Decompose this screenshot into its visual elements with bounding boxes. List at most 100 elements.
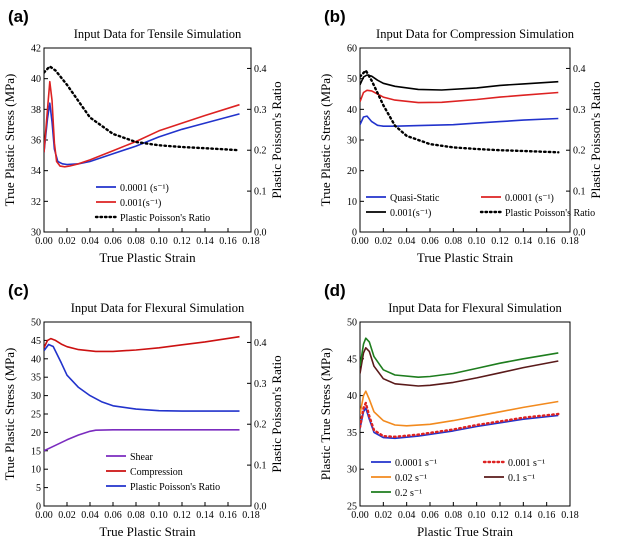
x-tick-label: 0.02 xyxy=(58,236,76,247)
y-tick-label: 40 xyxy=(31,74,41,85)
x-axis-label: True Plastic Strain xyxy=(417,250,514,265)
panel-c: (c) Input Data for Flexural Simulation 0.0… xyxy=(2,281,284,539)
x-tick-label: 0.16 xyxy=(538,510,556,521)
x-tick-label: 0.16 xyxy=(219,236,237,247)
y2-axis-label: Plastic Poisson's Ratio xyxy=(269,81,284,198)
series-line-0-0001-s- xyxy=(360,89,559,104)
series-line-0-001-s- xyxy=(360,74,559,91)
y-tick-label: 20 xyxy=(347,166,357,177)
x-tick-label: 0.16 xyxy=(219,510,237,521)
legend-label: 0.001(s⁻¹) xyxy=(120,198,161,209)
x-tick-label: 0.00 xyxy=(351,510,369,521)
x-tick-label: 0.02 xyxy=(375,236,393,247)
series-line-0-001-s- xyxy=(360,401,560,438)
x-tick-label: 0.12 xyxy=(491,236,509,247)
y-tick-label: 50 xyxy=(347,318,357,329)
y-tick-label: 40 xyxy=(347,391,357,402)
legend-label: 0.001 s⁻¹ xyxy=(508,458,545,469)
x-tick-label: 0.14 xyxy=(196,510,214,521)
chart-title: Input Data for Flexural Simulation xyxy=(71,301,245,315)
y2-tick-label: 0.2 xyxy=(573,146,586,157)
series-line-plastic-poisson-s-ratio xyxy=(44,65,241,152)
x-tick-label: 0.04 xyxy=(398,236,416,247)
chart-title: Input Data for Flexural Simulation xyxy=(388,301,562,315)
x-tick-label: 0.06 xyxy=(421,236,439,247)
y2-tick-label: 0.3 xyxy=(254,379,267,390)
y2-tick-label: 0.0 xyxy=(573,228,586,239)
x-tick-label: 0.10 xyxy=(468,236,486,247)
x-tick-label: 0.00 xyxy=(35,236,53,247)
x-tick-label: 0.10 xyxy=(468,510,486,521)
plot-frame xyxy=(359,47,571,233)
y2-tick-label: 0.1 xyxy=(254,461,267,472)
x-tick-label: 0.10 xyxy=(150,510,168,521)
y-tick-label: 0 xyxy=(352,228,357,239)
y2-tick-label: 0.4 xyxy=(254,64,267,75)
y-tick-label: 30 xyxy=(347,136,357,147)
y-tick-label: 34 xyxy=(31,166,41,177)
legend-label: Compression xyxy=(130,467,183,478)
series-line-compression xyxy=(44,335,240,353)
y-tick-label: 5 xyxy=(36,483,41,494)
x-axis-label: True Plastic Strain xyxy=(99,250,196,265)
y-axis-label: True Plastic Stress (MPa) xyxy=(2,348,17,481)
y-tick-label: 30 xyxy=(31,391,41,402)
x-axis-label: True Plastic Strain xyxy=(99,524,196,539)
legend-label: 0.2 s⁻¹ xyxy=(395,488,422,499)
y2-tick-label: 0.1 xyxy=(254,187,267,198)
legend-label: 0.0001 s⁻¹ xyxy=(395,458,437,469)
y2-tick-label: 0.3 xyxy=(254,105,267,116)
panel-label: (b) xyxy=(324,7,346,26)
x-tick-label: 0.02 xyxy=(58,510,76,521)
x-tick-label: 0.04 xyxy=(81,236,99,247)
panel-b: (b) Input Data for Compression Simulation… xyxy=(318,7,603,265)
x-tick-label: 0.04 xyxy=(81,510,99,521)
series-line-0-0001-s- xyxy=(360,407,559,440)
y-tick-label: 42 xyxy=(31,44,41,55)
x-tick-label: 0.18 xyxy=(561,510,579,521)
legend-label: Quasi-Static xyxy=(390,193,440,204)
x-tick-label: 0.02 xyxy=(375,510,393,521)
legend-label: Plastic Poisson's Ratio xyxy=(505,208,595,219)
y-tick-label: 36 xyxy=(31,136,41,147)
legend-label: Plastic Poisson's Ratio xyxy=(130,482,220,493)
y-tick-label: 45 xyxy=(347,354,357,365)
x-tick-label: 0.18 xyxy=(242,236,260,247)
chart-title: Input Data for Tensile Simulation xyxy=(74,27,242,41)
legend-label: 0.0001 (s⁻¹) xyxy=(120,183,169,194)
x-tick-label: 0.12 xyxy=(491,510,509,521)
y2-tick-label: 0.1 xyxy=(573,187,586,198)
series-line-shear xyxy=(44,429,240,452)
x-tick-label: 0.08 xyxy=(445,510,463,521)
y-tick-label: 25 xyxy=(31,410,41,421)
y-tick-label: 20 xyxy=(31,428,41,439)
y-tick-label: 40 xyxy=(347,105,357,116)
x-tick-label: 0.12 xyxy=(173,236,191,247)
y-tick-label: 45 xyxy=(31,336,41,347)
y-tick-label: 35 xyxy=(347,428,357,439)
y-tick-label: 0 xyxy=(36,502,41,513)
y-axis-label: Plastic True Stress (MPa) xyxy=(318,348,333,481)
y-tick-label: 50 xyxy=(31,318,41,329)
y2-tick-label: 0.4 xyxy=(573,64,586,75)
y2-axis-label: Plastic Poisson's Ratio xyxy=(588,81,603,198)
y2-tick-label: 0.2 xyxy=(254,420,267,431)
x-tick-label: 0.08 xyxy=(127,236,145,247)
series-line-plastic-poisson-s-ratio xyxy=(44,343,240,412)
y-tick-label: 35 xyxy=(31,373,41,384)
x-tick-label: 0.00 xyxy=(35,510,53,521)
x-tick-label: 0.08 xyxy=(127,510,145,521)
series-line-0-02-s- xyxy=(360,390,559,427)
y2-tick-label: 0.0 xyxy=(254,502,267,513)
series-line-0-1-s- xyxy=(360,347,559,387)
legend-label: 0.1 s⁻¹ xyxy=(508,473,535,484)
y-tick-label: 30 xyxy=(31,228,41,239)
y-tick-label: 10 xyxy=(31,465,41,476)
plot-frame xyxy=(359,321,571,507)
x-tick-label: 0.16 xyxy=(538,236,556,247)
x-tick-label: 0.10 xyxy=(150,236,168,247)
legend-label: Shear xyxy=(130,452,153,463)
y-tick-label: 30 xyxy=(347,465,357,476)
y-tick-label: 38 xyxy=(31,105,41,116)
